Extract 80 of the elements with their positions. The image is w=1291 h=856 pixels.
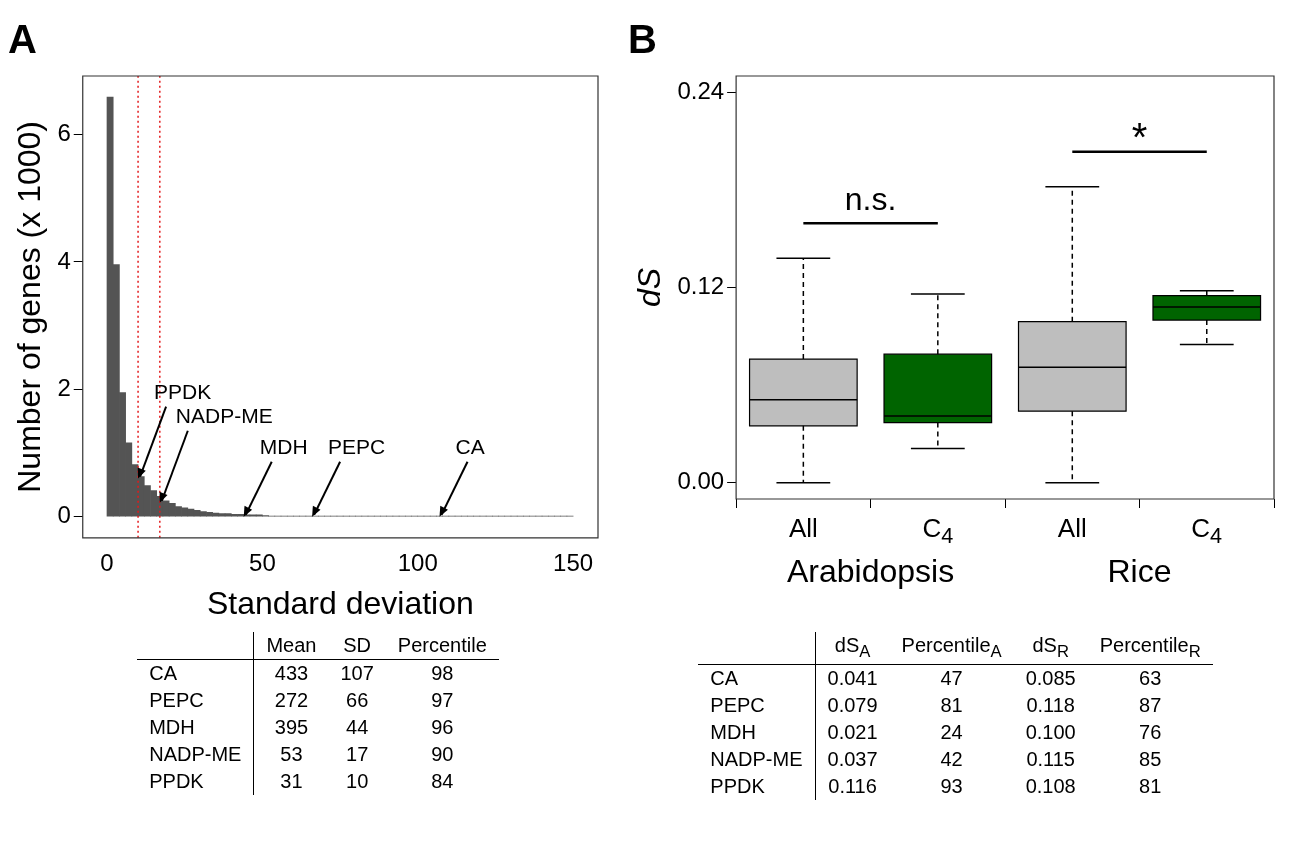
text: Arabidopsis [785, 553, 956, 590]
category-label: CA [149, 662, 177, 684]
text: 42 [940, 748, 963, 770]
text: 107 [340, 662, 374, 684]
text: 63 [1139, 667, 1162, 689]
y-tick-label: 0.12 [677, 272, 725, 300]
text: 0.116 [828, 775, 877, 797]
x-tick-label: 150 [553, 548, 594, 576]
text: 31 [280, 770, 303, 792]
category-label: Mean [253, 632, 329, 660]
annotation: PEPC [328, 435, 386, 459]
y-axis-title: Number of genes (x 1000) [11, 121, 48, 493]
category-label: PEPC [710, 694, 765, 716]
category-label: dS$_{A}$ [815, 632, 890, 665]
text: 87 [1139, 694, 1162, 716]
category-label: Percentile$_{R}$ [1087, 632, 1213, 665]
annotation: * [1131, 114, 1148, 159]
category-label: MDH [710, 721, 756, 743]
text: 24 [940, 721, 963, 743]
annotation: MDH [259, 435, 308, 459]
y-axis-title: dS [631, 267, 668, 308]
category-label: PEPC [149, 689, 204, 711]
text: 76 [1139, 721, 1162, 743]
x-axis-title: Standard deviation [206, 584, 474, 621]
text: 0.118 [1026, 694, 1075, 716]
text: 53 [280, 743, 303, 765]
text: 66 [346, 689, 369, 711]
category-label: Percentile$_{A}$ [889, 632, 1014, 665]
x-tick-label: 0 [100, 548, 114, 576]
category-label: CA [710, 667, 739, 689]
text: 85 [1139, 748, 1162, 770]
chart-title: B [628, 17, 657, 62]
category-label: dS$_{R}$ [1013, 632, 1088, 665]
x-tick-label: C$_{4}$ [921, 513, 955, 550]
annotation: CA [455, 435, 485, 459]
text: 90 [431, 743, 454, 765]
text: 81 [1139, 775, 1162, 797]
text: 97 [431, 689, 454, 711]
text: 0.108 [1025, 775, 1076, 797]
chart-title: A [8, 17, 37, 62]
x-tick-label: All [1056, 513, 1088, 544]
text: 44 [346, 716, 369, 738]
category-label: MDH [149, 716, 195, 738]
text: 0.021 [827, 721, 878, 743]
y-tick-label: 0.24 [677, 76, 725, 104]
text: 98 [431, 662, 454, 684]
category-label: NADP-ME [149, 743, 242, 765]
text: Rice [1106, 553, 1173, 590]
x-tick-label: 50 [249, 548, 276, 576]
category-label: Percentile [385, 632, 499, 660]
y-tick-label: 2 [57, 374, 71, 402]
category-label: SD [328, 632, 386, 660]
annotation: n.s. [844, 181, 897, 218]
text: 0.115 [1026, 748, 1075, 770]
text: 272 [274, 689, 309, 711]
text: 96 [431, 716, 454, 738]
x-tick-label: 100 [397, 548, 438, 576]
category-label: NADP-ME [710, 748, 803, 770]
text: 0.100 [1025, 721, 1076, 743]
text: 93 [940, 775, 963, 797]
text: 17 [346, 743, 369, 765]
category-label: PPDK [149, 770, 204, 792]
text: 81 [940, 694, 963, 716]
y-tick-label: 4 [57, 246, 71, 274]
text: 47 [940, 667, 963, 689]
text: 0.037 [827, 748, 878, 770]
text: 433 [274, 662, 309, 684]
text: 0.041 [827, 667, 878, 689]
annotation: PPDK [154, 379, 212, 403]
text: 0.085 [1025, 667, 1076, 689]
x-tick-label: All [787, 513, 819, 544]
x-tick-label: C$_{4}$ [1190, 513, 1224, 550]
text: 10 [346, 770, 369, 792]
category-label: PPDK [710, 775, 765, 797]
annotation: NADP-ME [175, 404, 273, 428]
y-tick-label: 0.00 [677, 467, 725, 495]
y-tick-label: 6 [57, 119, 71, 147]
text: 395 [274, 716, 309, 738]
text: 84 [431, 770, 454, 792]
text: 0.079 [827, 694, 878, 716]
